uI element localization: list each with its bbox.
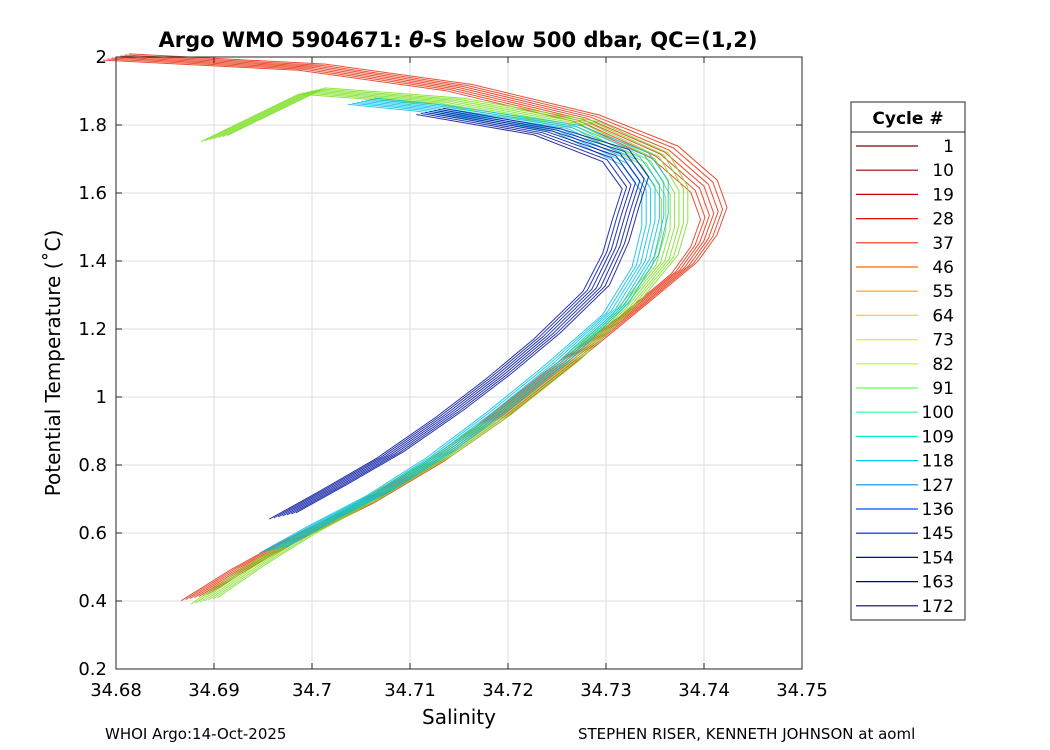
legend-entry: 19 (856, 185, 954, 205)
legend-label: 73 (932, 331, 954, 351)
legend-title: Cycle # (872, 109, 943, 129)
legend-label: 55 (932, 282, 954, 302)
legend-label: 28 (932, 210, 954, 230)
legend-entry: 64 (856, 306, 954, 326)
series-line (272, 100, 656, 551)
series-line (259, 103, 643, 554)
legend-label: 91 (932, 379, 954, 399)
series-line (277, 111, 632, 518)
y-tick-label: 0.6 (78, 523, 107, 544)
legend-entry: 55 (856, 282, 954, 302)
series-line (282, 110, 636, 517)
series-line (295, 107, 650, 514)
y-axis-label: Potential Temperature (˚C) (41, 230, 65, 497)
series-group (259, 97, 669, 554)
legend-entry: 1 (856, 137, 954, 157)
legend-entries: 1 10 19 28 37 46 55 64 73 82 91 100 109 118 127 136 145 1… (856, 137, 954, 617)
legend-label: 172 (922, 597, 954, 617)
legend-label: 82 (932, 355, 954, 375)
x-tick-label: 34.75 (776, 680, 828, 701)
series-line (212, 88, 684, 600)
y-tick-label: 0.2 (78, 659, 107, 680)
legend-entry: 82 (856, 355, 954, 375)
legend-entry: 118 (856, 452, 954, 472)
legend-entry: 73 (856, 331, 954, 351)
y-tick-label: 1.6 (78, 183, 107, 204)
legend-label: 145 (922, 524, 954, 544)
legend-label: 10 (932, 161, 954, 181)
legend-label: 46 (932, 258, 954, 278)
legend-entry: 46 (856, 258, 954, 278)
legend-label: 37 (932, 234, 954, 254)
legend-entry: 163 (856, 573, 954, 593)
y-tick-label: 1.2 (78, 319, 107, 340)
legend-label: 154 (922, 548, 954, 568)
x-tick-label: 34.69 (188, 680, 240, 701)
series-group (269, 107, 650, 520)
legend-entry: 91 (856, 379, 954, 399)
series-line (285, 97, 669, 548)
x-tick-label: 34.72 (482, 680, 534, 701)
y-tick-label: 2 (96, 47, 107, 68)
x-axis-ticks: 34.68 34.69 34.7 34.71 34.72 34.73 34.74 34.75 (90, 57, 828, 701)
series-line (263, 102, 647, 553)
legend-label: 163 (922, 573, 954, 593)
legend-label: 118 (922, 452, 954, 472)
series-line (273, 112, 628, 519)
y-axis-ticks: 0.2 0.4 0.6 0.8 1 1.2 1.4 1.6 1.8 2 (78, 47, 802, 680)
x-tick-label: 34.7 (292, 680, 332, 701)
legend-entry: 37 (856, 234, 954, 254)
plot-area (116, 57, 802, 669)
legend-entry: 109 (856, 427, 954, 447)
legend-label: 19 (932, 185, 954, 205)
y-tick-label: 1.8 (78, 115, 107, 136)
y-tick-label: 1 (96, 387, 107, 408)
legend: Cycle # 1 10 19 28 37 46 55 64 73 82 91 100 109 118 12… (850, 101, 966, 621)
legend-entry: 154 (856, 548, 954, 568)
legend-entry: 28 (856, 210, 954, 230)
series-line (276, 99, 660, 550)
legend-label: 64 (932, 306, 954, 326)
legend-entry: 172 (856, 597, 954, 617)
series-line (281, 98, 665, 549)
y-tick-label: 0.4 (78, 591, 107, 612)
x-tick-label: 34.68 (90, 680, 142, 701)
legend-entry: 145 (856, 524, 954, 544)
x-tick-label: 34.74 (678, 680, 730, 701)
legend-entry: 127 (856, 476, 954, 496)
legend-entry: 100 (856, 403, 954, 423)
legend-label: 136 (922, 500, 954, 520)
legend-label: 1 (943, 137, 954, 157)
series-line (286, 109, 641, 516)
plot-frame (115, 56, 803, 670)
x-tick-label: 34.73 (580, 680, 632, 701)
footer-credit-left: WHOI Argo:14-Oct-2025 (105, 725, 287, 743)
legend-label: 100 (922, 403, 954, 423)
series-line (291, 108, 645, 515)
data-series (102, 53, 728, 605)
series-line (268, 101, 652, 552)
y-tick-label: 1.4 (78, 251, 107, 272)
x-axis-label: Salinity (422, 705, 496, 729)
legend-label: 109 (922, 427, 954, 447)
legend-entry: 136 (856, 500, 954, 520)
legend-entry: 10 (856, 161, 954, 181)
x-tick-label: 34.71 (384, 680, 436, 701)
legend-label: 127 (922, 476, 954, 496)
series-line (269, 114, 623, 520)
y-tick-label: 0.8 (78, 455, 107, 476)
series-line (217, 87, 689, 599)
chart-title: Argo WMO 5904671: θ-S below 500 dbar, QC… (158, 28, 757, 52)
footer-credit-right: STEPHEN RISER, KENNETH JOHNSON at aoml (578, 725, 916, 743)
